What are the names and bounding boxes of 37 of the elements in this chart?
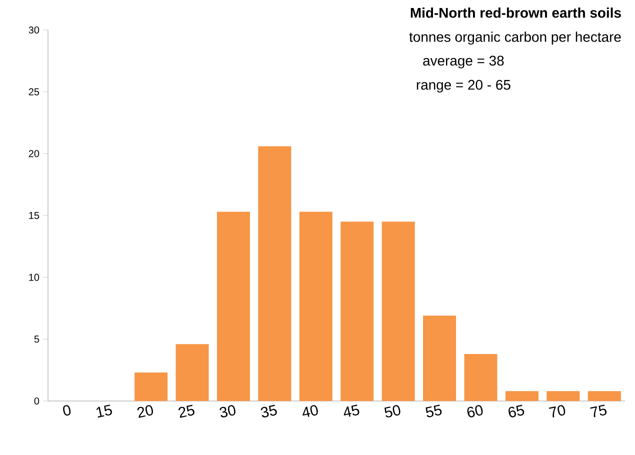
- y-tick-label: 30: [28, 26, 40, 34]
- y-tick-label: 15: [29, 212, 40, 219]
- x-tick-label: 65: [508, 404, 524, 418]
- x-tick-label: 25: [178, 404, 194, 418]
- bar: [340, 222, 374, 401]
- bar: [546, 391, 580, 401]
- x-tick-label: 15: [96, 404, 112, 418]
- bar: [423, 316, 456, 401]
- bar: [258, 146, 292, 401]
- y-tick-label: 0: [34, 397, 40, 405]
- x-tick-label: 20: [137, 405, 154, 418]
- y-tick-label: 10: [29, 274, 40, 281]
- x-tick-label: 70: [548, 405, 566, 418]
- x-tick-label: 40: [302, 405, 318, 417]
- annotation: range = 20 - 65: [416, 80, 510, 93]
- bar: [176, 344, 209, 401]
- bar: [134, 372, 168, 401]
- bar: [382, 222, 415, 401]
- chart-subtitle: tonnes organic carbon per hectare: [409, 32, 621, 45]
- x-tick-label: 0: [63, 405, 71, 416]
- bar: [464, 354, 498, 401]
- y-tick-label: 5: [34, 336, 40, 343]
- x-tick-label: 60: [467, 405, 483, 418]
- chart-title: Mid-North red-brown earth soils: [410, 8, 621, 18]
- bar: [505, 391, 538, 401]
- x-tick-label: 75: [590, 404, 607, 418]
- bar: [216, 212, 250, 401]
- x-tick-label: 50: [384, 405, 400, 418]
- bar: [588, 391, 621, 401]
- x-tick-label: 55: [426, 404, 442, 418]
- bar: [299, 212, 332, 401]
- x-tick-label: 45: [344, 404, 360, 417]
- y-tick-label: 25: [28, 88, 40, 96]
- y-tick-label: 20: [28, 150, 40, 158]
- annotation: average = 38: [423, 56, 504, 68]
- x-tick-label: 35: [260, 404, 277, 418]
- x-tick-label: 30: [220, 405, 236, 418]
